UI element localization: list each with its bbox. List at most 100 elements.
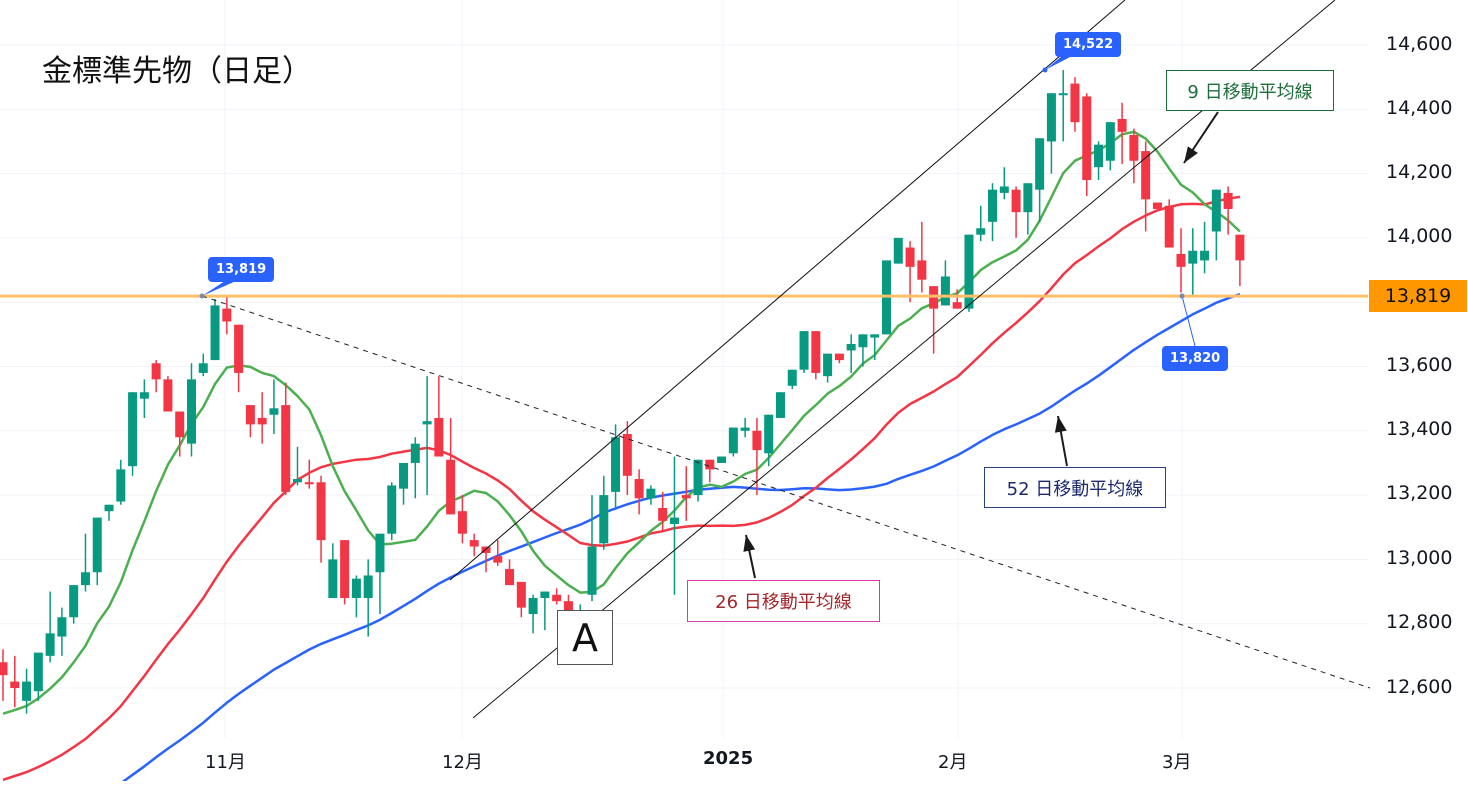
candle[interactable] (1129, 128, 1139, 184)
candle[interactable] (245, 405, 255, 438)
candle[interactable] (175, 411, 185, 457)
candle[interactable] (80, 533, 90, 592)
candle[interactable] (45, 591, 55, 663)
candle[interactable] (198, 353, 208, 377)
candle[interactable] (999, 167, 1009, 200)
candle[interactable] (1023, 183, 1033, 235)
ma26-label[interactable]: 26 日移動平均線 (687, 580, 880, 622)
candle[interactable] (340, 540, 350, 605)
candle[interactable] (505, 559, 515, 586)
candle[interactable] (257, 392, 267, 444)
candle[interactable] (528, 594, 538, 634)
candle[interactable] (599, 475, 609, 550)
candle[interactable] (1152, 202, 1162, 209)
candle[interactable] (351, 575, 361, 618)
candle[interactable] (823, 353, 833, 383)
candle[interactable] (493, 540, 503, 566)
callout-14522[interactable]: 14,522 (1055, 32, 1122, 57)
candle[interactable] (811, 331, 821, 380)
candle[interactable] (1211, 189, 1221, 261)
candle[interactable] (1235, 234, 1245, 287)
candle[interactable] (33, 652, 43, 701)
candle[interactable] (587, 495, 597, 602)
channel-upper-line[interactable] (449, 0, 1126, 581)
candle[interactable] (293, 446, 302, 486)
callout-13819[interactable]: 13,819 (208, 257, 275, 282)
candle[interactable] (128, 392, 138, 476)
candle[interactable] (1094, 141, 1104, 181)
candle[interactable] (387, 482, 397, 541)
candle[interactable] (775, 392, 785, 418)
candle[interactable] (316, 475, 326, 563)
candle[interactable] (905, 241, 915, 303)
candle[interactable] (858, 334, 868, 367)
candle[interactable] (1223, 186, 1233, 235)
candle[interactable] (1188, 228, 1198, 296)
candle[interactable] (693, 459, 703, 502)
candle[interactable] (799, 331, 809, 373)
ma9-line[interactable] (2, 130, 1241, 715)
candle[interactable] (917, 221, 927, 293)
candle[interactable] (516, 581, 526, 618)
candle[interactable] (728, 427, 738, 457)
candle[interactable] (234, 324, 244, 393)
candle[interactable] (1105, 122, 1115, 171)
candle[interactable] (976, 205, 986, 242)
candle[interactable] (446, 417, 456, 515)
candle[interactable] (787, 369, 797, 390)
candle[interactable] (269, 379, 279, 435)
candle[interactable] (116, 459, 126, 505)
candle[interactable] (399, 462, 409, 505)
candle[interactable] (893, 237, 903, 264)
candle[interactable] (469, 533, 479, 557)
candle[interactable] (328, 543, 338, 598)
candle[interactable] (281, 382, 291, 496)
candle[interactable] (422, 376, 432, 496)
candle[interactable] (940, 260, 950, 306)
candle[interactable] (552, 588, 562, 605)
candle[interactable] (1117, 102, 1127, 164)
candle[interactable] (1046, 93, 1056, 174)
candle[interactable] (622, 421, 632, 496)
candle[interactable] (988, 183, 998, 242)
callout-13820[interactable]: 13,820 (1162, 346, 1229, 371)
candle[interactable] (69, 585, 79, 624)
candle[interactable] (1164, 199, 1174, 248)
candle[interactable] (92, 517, 102, 586)
candle[interactable] (964, 234, 974, 312)
candle[interactable] (634, 469, 644, 515)
candle[interactable] (434, 376, 444, 457)
candle[interactable] (658, 491, 668, 531)
candle[interactable] (186, 363, 196, 457)
candle[interactable] (1141, 141, 1151, 232)
candle[interactable] (375, 533, 385, 615)
candle[interactable] (540, 591, 550, 631)
candle[interactable] (1176, 228, 1186, 293)
candle[interactable] (457, 495, 467, 544)
candle[interactable] (104, 504, 114, 521)
candle[interactable] (0, 649, 8, 701)
candle[interactable] (1011, 186, 1021, 238)
candle[interactable] (22, 668, 32, 714)
candle[interactable] (1082, 93, 1092, 197)
candle[interactable] (705, 459, 715, 483)
ma52-label[interactable]: 52 日移動平均線 (984, 467, 1166, 508)
candle[interactable] (646, 485, 656, 505)
candle[interactable] (410, 437, 420, 499)
candle[interactable] (669, 456, 679, 595)
candle[interactable] (57, 607, 67, 656)
candle[interactable] (834, 353, 844, 364)
ma26-line[interactable] (2, 195, 1241, 781)
candle[interactable] (764, 414, 774, 467)
candle[interactable] (481, 546, 491, 573)
ma9-label[interactable]: 9 日移動平均線 (1166, 70, 1334, 111)
candle[interactable] (304, 459, 314, 489)
candle[interactable] (10, 655, 20, 708)
point-a-label[interactable]: A (557, 610, 613, 665)
candle[interactable] (717, 456, 727, 463)
channel-lower-line[interactable] (472, 0, 1336, 719)
candle[interactable] (1058, 70, 1068, 142)
candle[interactable] (139, 379, 149, 418)
